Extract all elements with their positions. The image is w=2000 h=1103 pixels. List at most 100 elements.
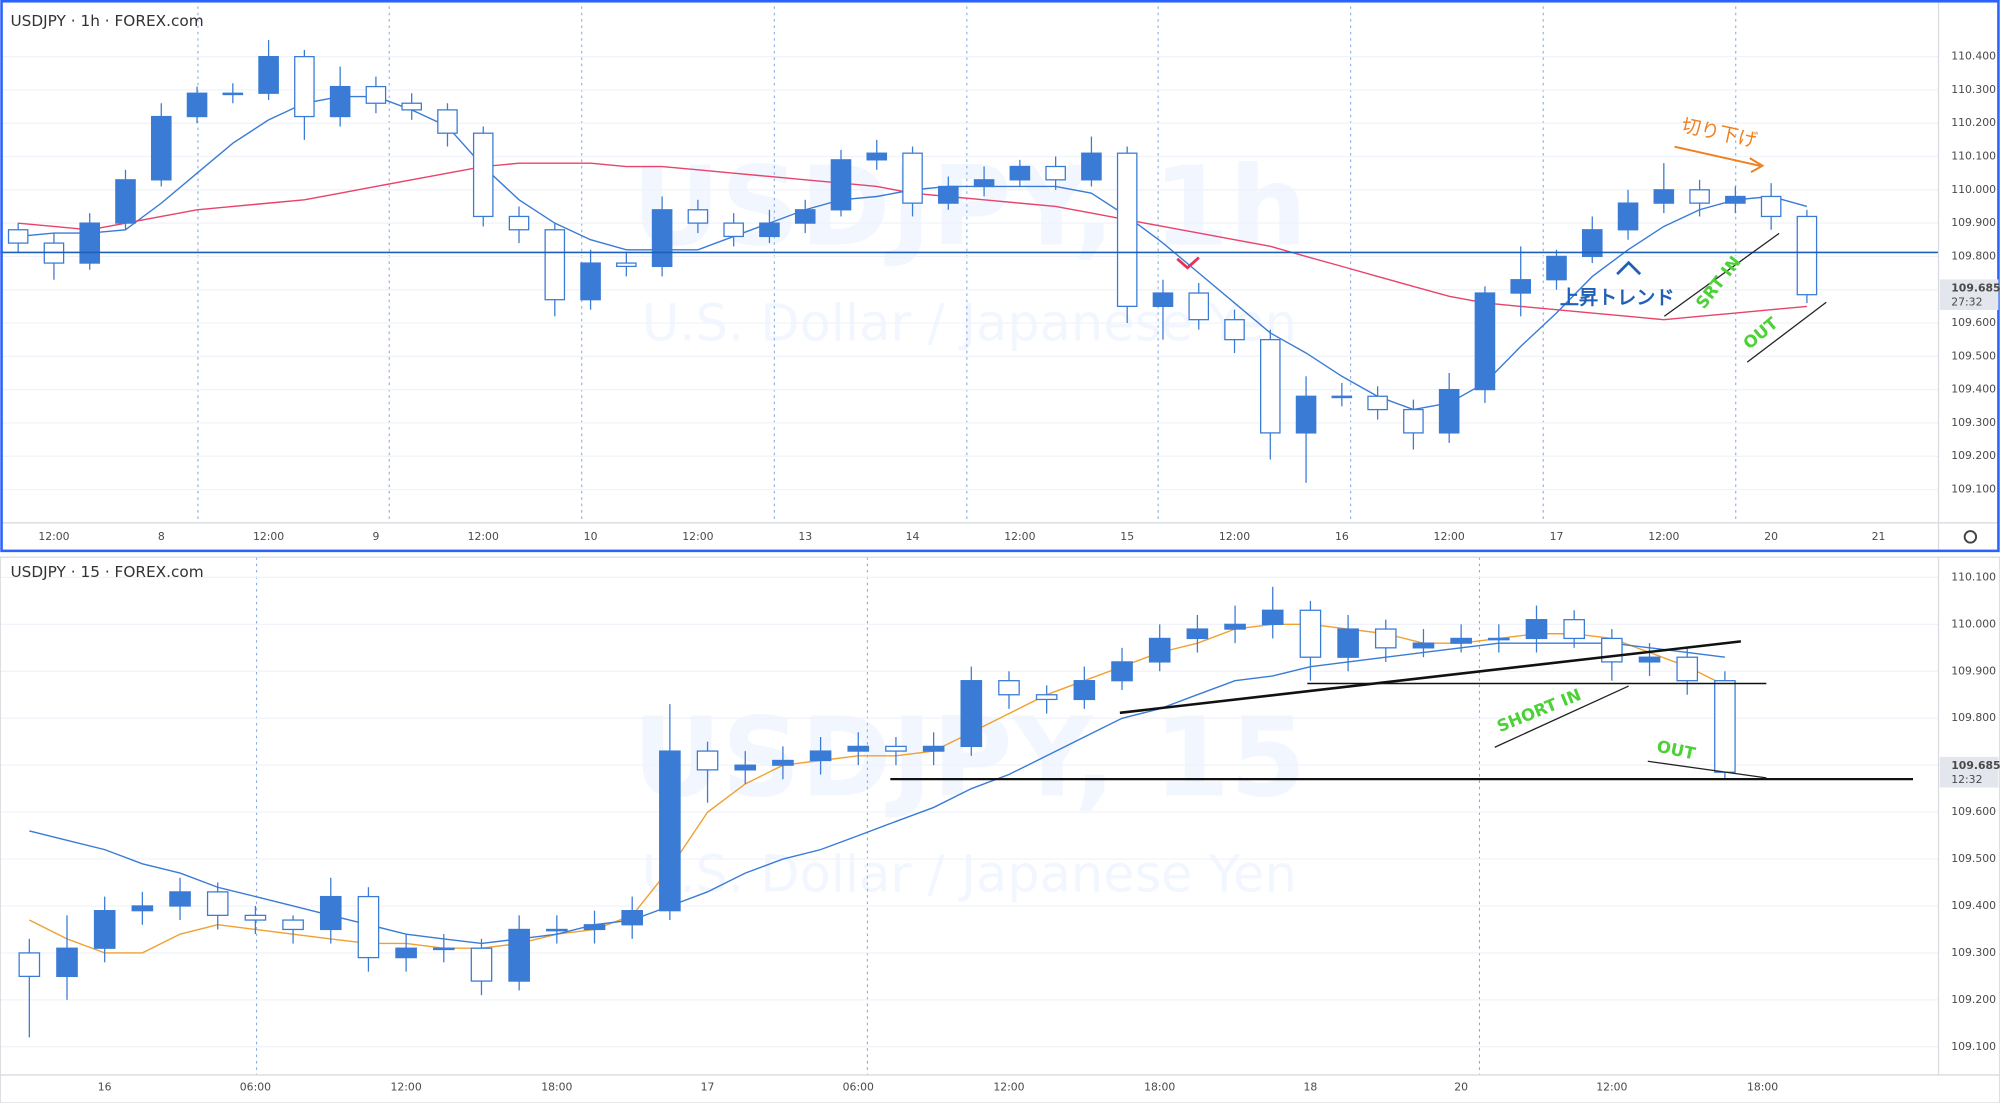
candle-body [687, 209, 709, 224]
candle-body [1653, 189, 1675, 204]
countdown-label: 12:32 [1951, 773, 1982, 786]
candle-body [847, 745, 870, 752]
candle-body [169, 891, 191, 907]
x-tick-label: 12:00 [391, 1081, 422, 1094]
candle-body [206, 891, 229, 917]
candle-body [432, 947, 455, 951]
x-tick-label: 17 [1550, 530, 1564, 543]
x-tick-label: 16 [1335, 530, 1349, 543]
candle-body [56, 947, 78, 978]
y-tick-label: 109.800 [1951, 711, 1996, 724]
x-tick-label: 06:00 [240, 1081, 271, 1094]
candle-body [1374, 628, 1397, 649]
chart-header: USDJPY · 1h · FOREX.com [10, 12, 203, 30]
candle-body [723, 222, 744, 238]
candle-body [998, 680, 1020, 696]
candle-body [659, 750, 681, 912]
y-tick-label: 109.400 [1951, 383, 1996, 396]
x-tick-label: 12:00 [993, 1081, 1024, 1094]
x-tick-label: 12:00 [468, 530, 499, 543]
moving-average [29, 623, 1726, 954]
candle-body [1224, 319, 1245, 341]
candle-body [222, 92, 244, 96]
candle-body [18, 952, 41, 978]
y-tick-label: 110.400 [1951, 50, 1996, 63]
x-tick-label: 12:00 [682, 530, 713, 543]
annotation: 切り下げ [1680, 114, 1760, 152]
x-tick-label: 21 [1872, 530, 1886, 543]
candle-body [437, 109, 458, 134]
candle-body [1152, 292, 1174, 307]
settings-icon[interactable] [1963, 530, 1978, 544]
trend-line [1119, 640, 1742, 715]
candle-body [1412, 642, 1435, 649]
candle-body [1796, 215, 1818, 296]
candle-body [395, 947, 417, 959]
candle-body [830, 159, 852, 211]
watermark-subtitle: U.S. Dollar / Japanese Yen [642, 845, 1297, 904]
y-tick-label: 109.500 [1951, 852, 1996, 865]
pane-border [0, 556, 2000, 1103]
candle-body [1581, 229, 1603, 258]
candle-body [809, 750, 832, 762]
candle-body [1148, 637, 1171, 663]
caret [1616, 260, 1642, 276]
candle-body [1450, 637, 1472, 644]
x-tick-label: 17 [701, 1081, 715, 1094]
candle-body [186, 92, 208, 118]
y-tick-label: 109.100 [1951, 1040, 1996, 1053]
candle-body [1009, 165, 1031, 181]
trend-line [1746, 301, 1827, 363]
y-tick-label: 110.200 [1951, 116, 1996, 129]
x-tick-label: 12:00 [1219, 530, 1250, 543]
x-tick-label: 8 [158, 530, 165, 543]
candle-body [1035, 694, 1058, 701]
y-tick-label: 110.100 [1951, 570, 1996, 583]
candle-body [131, 905, 154, 912]
candle-body [282, 919, 304, 931]
annotation: OUT [1655, 737, 1698, 764]
candle-body [794, 209, 816, 224]
x-tick-label: 15 [1120, 530, 1134, 543]
candle-body [544, 229, 566, 301]
candle-body [1563, 619, 1585, 640]
y-tick-label: 109.900 [1951, 664, 1996, 677]
candle-body [1111, 661, 1133, 682]
x-tick-label: 12:00 [253, 530, 284, 543]
candle-body [1261, 609, 1284, 625]
annotation: 上昇トレンド [1560, 286, 1675, 309]
candle-body [546, 928, 568, 932]
moving-average [29, 642, 1726, 945]
session-separators [197, 0, 1737, 1075]
candle-body [1725, 195, 1746, 204]
candle-body [294, 55, 315, 118]
candle-body [759, 222, 780, 238]
candle-body [357, 895, 380, 959]
candle-body [1331, 395, 1353, 399]
candle-body [885, 745, 907, 752]
annotation: SHORT IN [1494, 685, 1584, 736]
candle-body [1081, 152, 1102, 181]
x-tick-label: 12:00 [1596, 1081, 1627, 1094]
chart-header: USDJPY · 15 · FOREX.com [10, 563, 203, 581]
y-tick-label: 109.600 [1951, 805, 1996, 818]
y-tick-label: 110.000 [1951, 617, 1996, 630]
x-tick-label: 14 [906, 530, 920, 543]
candle-body [319, 895, 342, 931]
price-label: 109.685 [1951, 281, 2000, 294]
price-label-box [1939, 279, 1999, 311]
active-pane-border [0, 0, 2000, 553]
candle-body [734, 764, 757, 771]
candle-body [1337, 628, 1359, 658]
candle-body [621, 910, 644, 926]
candle-body [508, 928, 530, 982]
y-tick-label: 109.500 [1951, 349, 1996, 362]
candle-body [1760, 195, 1782, 218]
candle-body [1186, 628, 1209, 640]
candle-body [651, 209, 673, 268]
candle-body [258, 55, 279, 94]
candle-body [1295, 395, 1317, 434]
candle-body [1638, 656, 1661, 663]
